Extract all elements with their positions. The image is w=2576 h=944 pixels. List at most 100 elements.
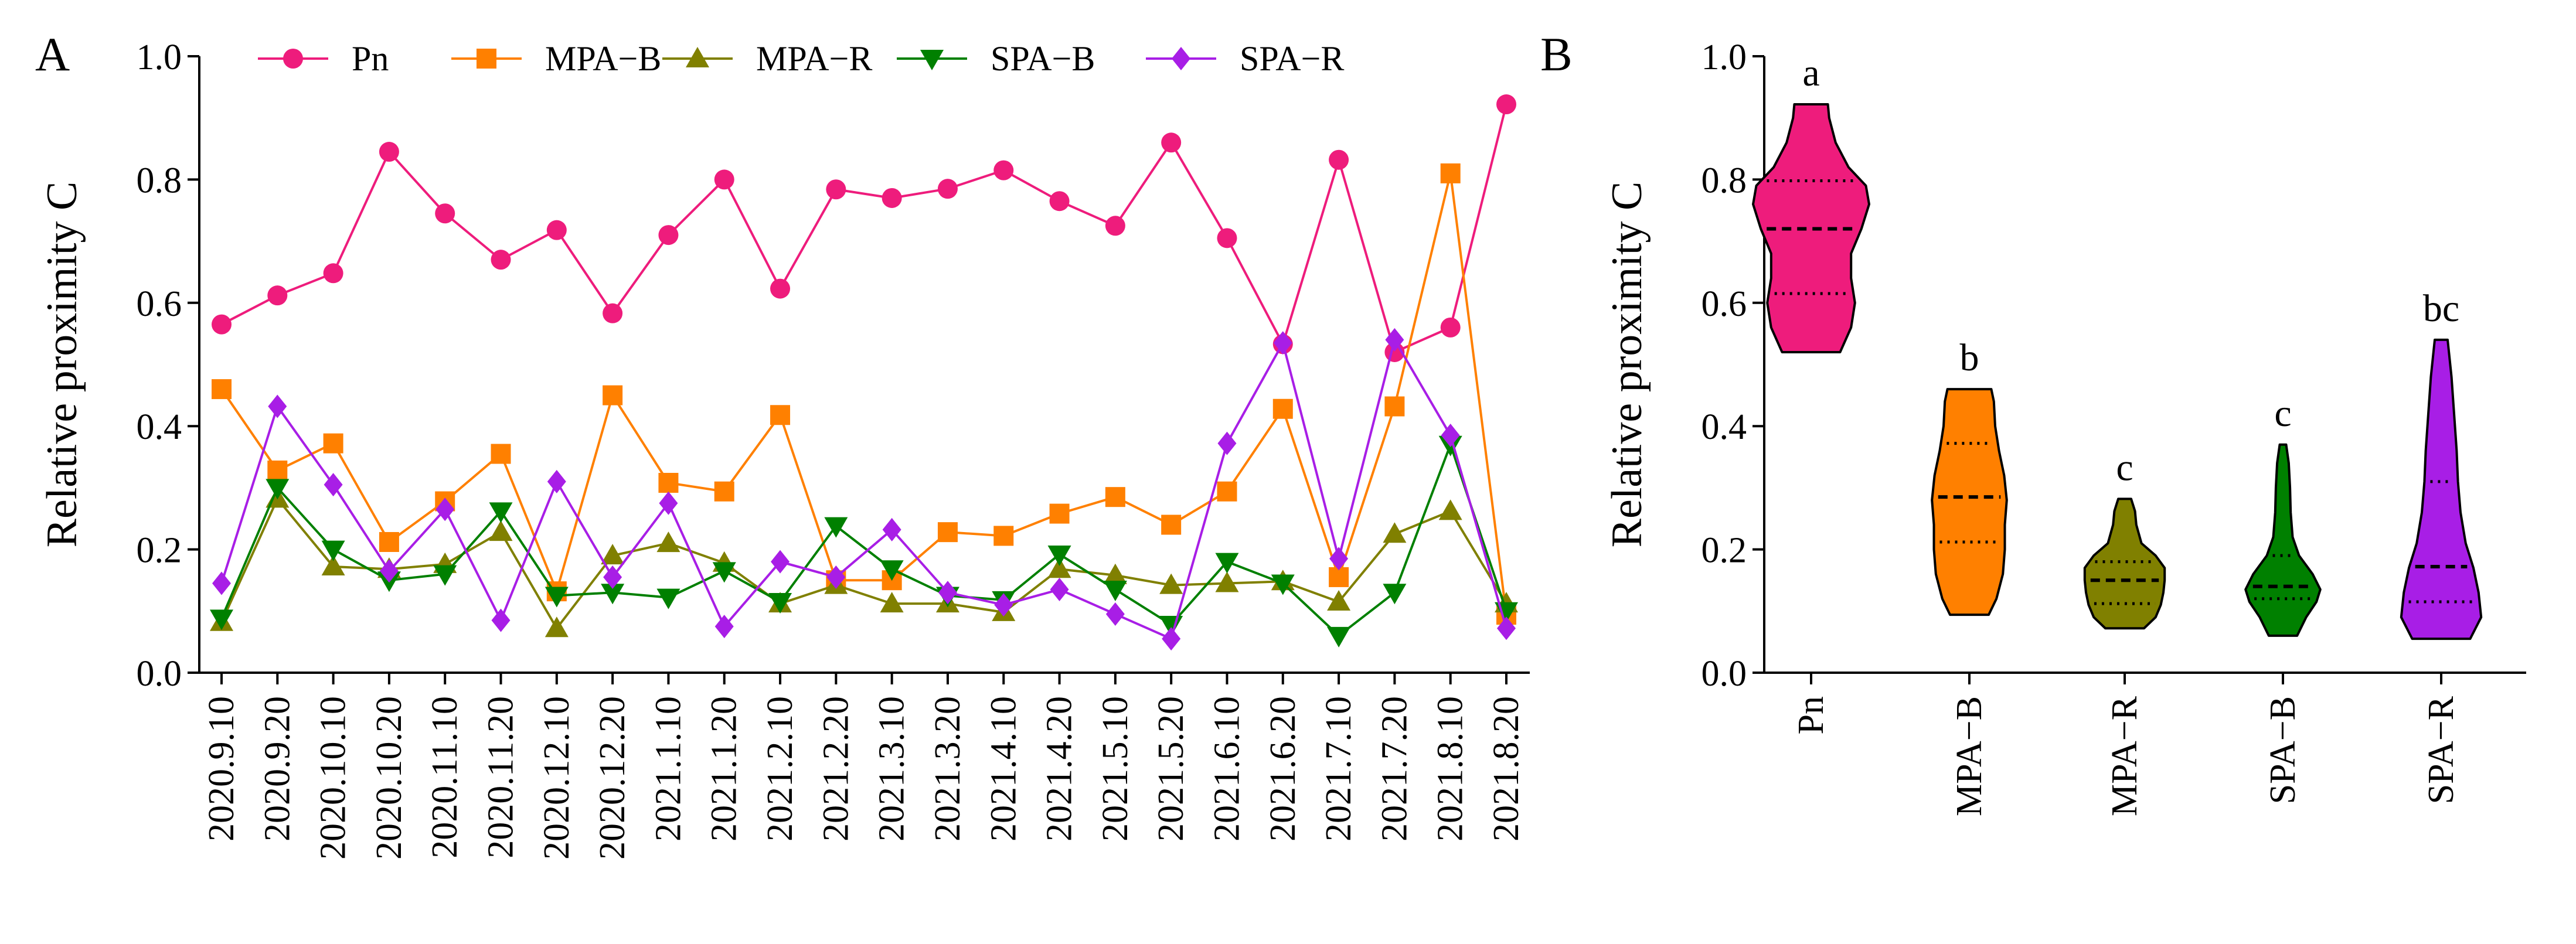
data-point-pn bbox=[993, 160, 1014, 180]
violin-y-tick-label: 0.0 bbox=[1702, 654, 1747, 694]
series-line-spa-r bbox=[220, 336, 1508, 640]
line-x-tick-label: 2021.2.20 bbox=[816, 696, 856, 841]
significance-letter: c bbox=[2274, 392, 2291, 435]
violin-body bbox=[2400, 338, 2483, 640]
line-y-tick-label: 0.2 bbox=[137, 531, 182, 571]
data-point-spa-r bbox=[771, 550, 790, 574]
legend-marker bbox=[920, 50, 944, 70]
violin-y-tick-label: 1.0 bbox=[1702, 38, 1747, 77]
data-point-pn bbox=[826, 179, 846, 200]
data-point-spa-b bbox=[1327, 626, 1351, 647]
data-point-pn bbox=[379, 142, 399, 162]
data-point-pn bbox=[323, 263, 343, 284]
legend-item-mpa-b: MPA−B bbox=[451, 39, 661, 78]
data-point-mpa-b bbox=[323, 433, 343, 454]
line-x-tick-label: 2020.9.10 bbox=[202, 696, 241, 841]
series-mpa-r bbox=[210, 487, 1518, 638]
violin-y-tick-label: 0.6 bbox=[1702, 284, 1747, 324]
data-point-pn bbox=[212, 314, 232, 335]
line-chart: 0.0 0.2 0.4 0.6 0.8 1.0 Relative proximity C 20… bbox=[38, 38, 1530, 860]
legend-label: Pn bbox=[352, 39, 389, 78]
line-x-tick-label: 2021.1.10 bbox=[648, 696, 688, 841]
significance-letter: c bbox=[2116, 446, 2133, 489]
data-point-spa-r bbox=[1273, 331, 1292, 355]
data-point-mpa-b bbox=[1049, 503, 1070, 524]
legend-item-spa-r: SPA−R bbox=[1146, 39, 1344, 78]
data-point-pn bbox=[1440, 317, 1461, 338]
data-point-mpa-b bbox=[658, 472, 679, 493]
data-point-mpa-b bbox=[379, 531, 399, 552]
data-point-mpa-b bbox=[714, 481, 734, 502]
line-x-tick-label: 2021.5.20 bbox=[1151, 696, 1191, 841]
legend-marker bbox=[1172, 47, 1190, 70]
data-point-pn bbox=[1217, 228, 1237, 248]
data-point-spa-r bbox=[938, 581, 957, 605]
line-x-tick-label: 2021.6.20 bbox=[1263, 696, 1303, 841]
data-point-pn bbox=[714, 169, 734, 190]
data-point-spa-r bbox=[1329, 547, 1349, 571]
data-point-spa-b bbox=[1215, 553, 1239, 574]
line-x-tick-label: 2020.10.10 bbox=[314, 696, 353, 860]
violin-x-tick-label: MPA−B bbox=[1949, 696, 1989, 816]
line-x-tick-label: 2021.5.10 bbox=[1095, 696, 1135, 841]
violin-pn: a bbox=[1752, 52, 1870, 353]
data-point-mpa-b bbox=[491, 444, 511, 464]
line-x-tick-label: 2020.12.10 bbox=[537, 696, 577, 860]
data-point-mpa-r bbox=[1327, 590, 1351, 611]
data-point-spa-b bbox=[266, 479, 290, 500]
violin-x-tick-label: SPA−B bbox=[2263, 696, 2303, 804]
line-y-tick-label: 0.0 bbox=[137, 654, 182, 694]
data-point-mpa-b bbox=[1440, 163, 1461, 183]
data-point-spa-b bbox=[880, 560, 904, 581]
series-line-mpa-r bbox=[220, 496, 1508, 631]
line-x-tick-label: 2020.11.10 bbox=[425, 696, 465, 858]
line-x-tick-label: 2020.11.20 bbox=[481, 696, 521, 858]
legend-marker bbox=[686, 47, 709, 67]
data-point-pn bbox=[491, 250, 511, 270]
series-pn bbox=[212, 94, 1516, 362]
data-point-mpa-b bbox=[603, 385, 623, 405]
data-point-spa-b bbox=[712, 562, 736, 583]
data-point-spa-b bbox=[1271, 574, 1295, 595]
data-point-mpa-b bbox=[267, 460, 288, 480]
legend-marker bbox=[283, 49, 303, 69]
series-spa-b bbox=[210, 435, 1518, 647]
violin-chart: 0.0 0.2 0.4 0.6 0.8 1.0 Relative proximity C a P… bbox=[1603, 38, 2526, 816]
data-point-pn bbox=[1105, 216, 1125, 236]
line-x-tick-label: 2021.8.10 bbox=[1431, 696, 1471, 841]
data-point-pn bbox=[1496, 94, 1516, 115]
data-point-spa-r bbox=[882, 517, 901, 541]
line-y-tick-label: 0.4 bbox=[137, 407, 182, 447]
data-point-spa-r bbox=[212, 571, 231, 595]
legend-item-spa-b: SPA−B bbox=[897, 39, 1095, 78]
data-point-mpa-r bbox=[601, 544, 625, 565]
series-line-pn bbox=[221, 104, 1508, 354]
data-point-mpa-b bbox=[1105, 487, 1125, 507]
data-point-mpa-r bbox=[1215, 571, 1239, 592]
panel-b-label: B bbox=[1540, 28, 1573, 81]
legend-label: MPA−B bbox=[545, 39, 661, 78]
significance-letter: b bbox=[1960, 336, 1979, 379]
data-point-mpa-r bbox=[545, 616, 569, 638]
data-point-pn bbox=[770, 278, 791, 299]
data-point-spa-b bbox=[768, 593, 792, 614]
violin-body bbox=[2083, 497, 2166, 630]
data-point-spa-r bbox=[1497, 616, 1516, 640]
data-point-pn bbox=[1329, 149, 1349, 170]
data-point-mpa-r bbox=[1383, 522, 1407, 543]
violin-mpa-r: c bbox=[2083, 446, 2166, 630]
data-point-mpa-b bbox=[212, 379, 232, 400]
data-point-spa-b bbox=[1047, 546, 1071, 567]
panel-a-label: A bbox=[35, 28, 70, 81]
violin-spa-r: bc bbox=[2400, 287, 2483, 640]
significance-letter: bc bbox=[2423, 287, 2459, 330]
line-y-tick-label: 0.8 bbox=[137, 161, 182, 200]
legend-label: SPA−B bbox=[991, 39, 1095, 78]
line-x-tick-label: 2021.6.10 bbox=[1207, 696, 1247, 841]
violin-body bbox=[1752, 103, 1870, 353]
series-mpa-b bbox=[212, 163, 1516, 625]
data-point-spa-r bbox=[1217, 431, 1237, 455]
line-y-tick-label: 0.6 bbox=[137, 284, 182, 324]
violin-x-tick-label: Pn bbox=[1791, 696, 1831, 734]
legend-marker bbox=[477, 49, 496, 69]
